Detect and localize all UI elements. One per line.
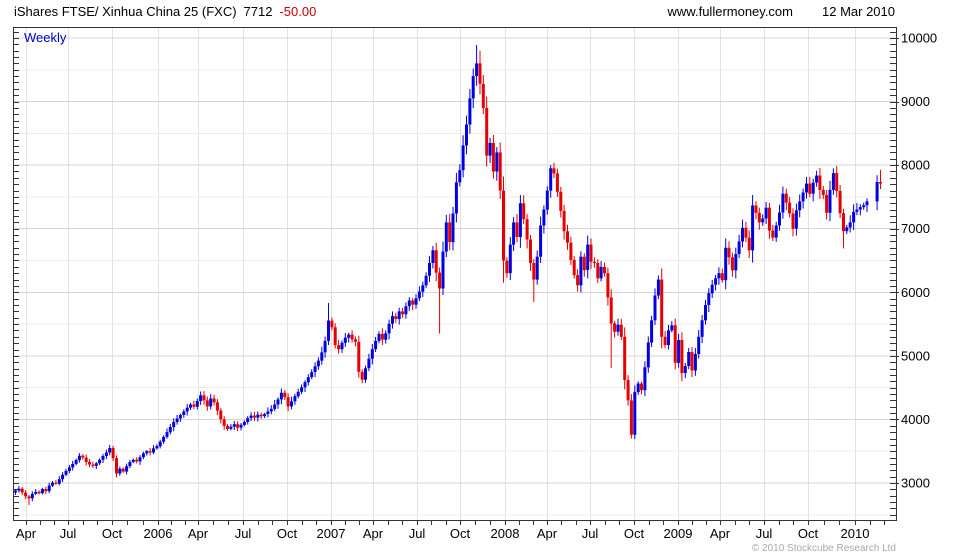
x-tick-label: Apr	[363, 526, 384, 541]
x-tick-label: Oct	[798, 526, 819, 541]
x-tick-label: Apr	[710, 526, 731, 541]
x-tick-label: Oct	[624, 526, 645, 541]
y-tick-label: 8000	[901, 158, 930, 173]
x-tick-label: Apr	[188, 526, 209, 541]
x-tick-label: Apr	[537, 526, 558, 541]
y-tick-label: 5000	[901, 348, 930, 363]
x-tick-label: 2006	[144, 526, 173, 541]
x-tick-label: Apr	[16, 526, 37, 541]
x-tick-label: 2008	[491, 526, 520, 541]
report-date: 12 Mar 2010	[822, 4, 895, 19]
gridlines	[13, 27, 896, 520]
x-tick-label: Oct	[277, 526, 298, 541]
x-tick-label: 2007	[317, 526, 346, 541]
x-tick-label: 2010	[841, 526, 870, 541]
x-tick-label: 2009	[664, 526, 693, 541]
candles	[14, 45, 882, 505]
y-tick-label: 9000	[901, 94, 930, 109]
y-tick-label: 7000	[901, 221, 930, 236]
x-tick-label: Oct	[450, 526, 471, 541]
y-axis-labels: 10000 9000 8000 7000 6000 5000 4000 3000	[901, 31, 937, 491]
x-tick-label: Jul	[235, 526, 252, 541]
plot-border	[13, 27, 897, 521]
x-axis-labels: Apr Jul Oct 2006 Apr Jul Oct 2007 Apr Jul Oct 2008 A…	[16, 526, 870, 541]
copyright-notice: © 2010 Stockcube Research Ltd	[751, 543, 896, 554]
x-tick-label: Jul	[756, 526, 773, 541]
last-price: 7712	[243, 4, 273, 19]
y-tick-label: 4000	[901, 412, 930, 427]
price-change: -50.00	[279, 4, 317, 19]
y-tick-label: 3000	[901, 476, 930, 491]
instrument-title: iShares FTSE/ Xinhua China 25 (FXC)	[14, 4, 237, 19]
x-tick-label: Oct	[102, 526, 123, 541]
x-tick-label: Jul	[582, 526, 599, 541]
y-tick-label: 10000	[901, 31, 937, 46]
y-tick-label: 6000	[901, 285, 930, 300]
website-text: www.fullermoney.com	[667, 4, 793, 19]
x-tick-label: Jul	[60, 526, 77, 541]
axis-ticks	[14, 32, 899, 525]
period-label: Weekly	[24, 30, 67, 45]
chart-title: iShares FTSE/ Xinhua China 25 (FXC) 7712-…	[14, 4, 316, 19]
x-tick-label: Jul	[409, 526, 426, 541]
